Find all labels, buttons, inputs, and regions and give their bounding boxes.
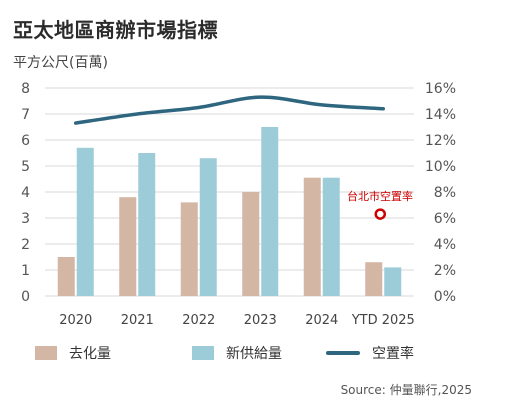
left-tick-label: 2: [21, 237, 30, 253]
right-tick-label: 14%: [425, 107, 456, 123]
vacancy-line: [74, 95, 385, 125]
left-tick-label: 5: [21, 159, 30, 175]
bars: [57, 127, 402, 296]
bar-absorption: [242, 192, 260, 296]
legend-item-vacancy: 空置率: [326, 343, 414, 363]
x-tick-label: 2024: [305, 313, 338, 328]
x-tick-label: 2022: [182, 313, 215, 328]
unit-label: 平方公尺(百萬): [13, 55, 108, 71]
bar-supply: [138, 153, 156, 296]
bar-absorption: [57, 257, 75, 296]
right-tick-label: 0%: [434, 289, 456, 305]
bar-supply: [384, 267, 402, 296]
annotation-layer: 台北市空置率: [347, 189, 413, 220]
legend-swatch-supply: [192, 346, 214, 360]
left-axis-ticks: 0 1 2 3 4 5 6 7 8: [21, 81, 30, 305]
bar-supply: [322, 177, 340, 296]
legend-label-absorption: 去化量: [69, 346, 111, 362]
bar-supply: [76, 147, 94, 296]
right-tick-label: 12%: [425, 133, 456, 149]
bar-supply: [261, 127, 279, 296]
right-tick-label: 4%: [434, 237, 456, 253]
taipei-vacancy-marker: [374, 208, 386, 220]
bar-absorption: [180, 202, 198, 296]
left-tick-label: 7: [21, 107, 30, 123]
bar-supply: [199, 158, 217, 296]
right-tick-label: 10%: [425, 159, 456, 175]
x-tick-label: 2021: [121, 313, 154, 328]
legend-swatch-absorption: [35, 346, 57, 360]
bar-absorption: [365, 262, 383, 296]
left-tick-label: 6: [21, 133, 30, 149]
right-tick-label: 2%: [434, 263, 456, 279]
left-tick-label: 8: [21, 81, 30, 97]
left-tick-label: 4: [21, 185, 30, 201]
x-axis-ticks: 2020 2021 2022 2023 2024 YTD 2025: [59, 313, 415, 328]
x-tick-label: 2020: [59, 313, 92, 328]
left-tick-label: 3: [21, 211, 30, 227]
left-tick-label: 1: [21, 263, 30, 279]
chart-title: 亞太地區商辦市場指標: [13, 18, 218, 42]
right-tick-label: 16%: [425, 81, 456, 97]
legend-label-vacancy: 空置率: [372, 346, 414, 362]
legend-swatch-vacancy: [326, 351, 360, 355]
vacancy-line-layer: [74, 95, 385, 125]
x-tick-label: 2023: [244, 313, 277, 328]
right-tick-label: 8%: [434, 185, 456, 201]
grid: [45, 87, 414, 297]
legend-label-supply: 新供給量: [226, 346, 282, 362]
bar-absorption: [303, 177, 321, 296]
right-tick-label: 6%: [434, 211, 456, 227]
x-tick-label: YTD 2025: [351, 313, 415, 328]
bar-absorption: [119, 197, 137, 296]
legend: 去化量 新供給量 空置率: [0, 343, 512, 365]
source-note: Source: 仲量聯行,2025: [340, 383, 472, 397]
taipei-vacancy-label: 台北市空置率: [347, 189, 413, 203]
left-tick-label: 0: [21, 289, 30, 305]
legend-item-supply: 新供給量: [192, 343, 282, 363]
right-axis-ticks: 0% 2% 4% 6% 8% 10% 12% 14% 16%: [425, 81, 456, 305]
legend-item-absorption: 去化量: [35, 343, 111, 363]
